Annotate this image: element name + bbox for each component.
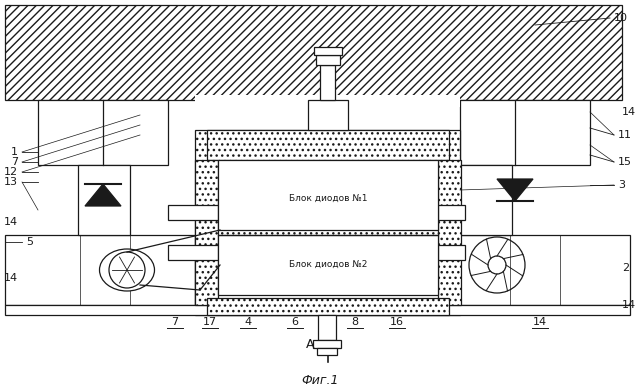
Text: 16: 16 <box>390 317 404 327</box>
Ellipse shape <box>99 249 154 291</box>
Bar <box>438 245 465 260</box>
Text: A: A <box>305 339 314 352</box>
Bar <box>460 165 512 235</box>
Bar <box>218 160 438 230</box>
Circle shape <box>469 237 525 293</box>
Text: 11: 11 <box>618 130 632 140</box>
Bar <box>316 55 340 65</box>
Bar <box>195 130 460 315</box>
Bar <box>218 235 438 295</box>
Bar <box>438 160 461 305</box>
Text: 1: 1 <box>11 147 18 157</box>
Text: 14: 14 <box>533 317 547 327</box>
Text: 7: 7 <box>172 317 179 327</box>
Bar <box>207 298 449 315</box>
Text: 4: 4 <box>244 317 252 327</box>
Text: 15: 15 <box>618 157 632 167</box>
Text: 3: 3 <box>618 180 625 190</box>
Text: Блок диодов №1: Блок диодов №1 <box>289 194 367 203</box>
Bar <box>5 305 630 315</box>
Bar <box>168 245 218 260</box>
Circle shape <box>109 252 145 288</box>
Bar <box>207 130 449 160</box>
Bar <box>317 348 337 355</box>
Bar <box>5 5 622 100</box>
Bar <box>320 65 335 100</box>
Bar <box>318 315 336 340</box>
Circle shape <box>488 256 506 274</box>
Bar <box>313 340 341 348</box>
Bar <box>195 160 218 305</box>
Text: 14: 14 <box>622 300 636 310</box>
Text: 12: 12 <box>4 167 18 177</box>
Bar <box>440 235 630 305</box>
Bar <box>195 95 460 107</box>
Text: 5: 5 <box>26 237 33 247</box>
Text: 14: 14 <box>4 273 18 283</box>
Text: 14: 14 <box>4 217 18 227</box>
Bar <box>78 165 130 235</box>
Text: 17: 17 <box>203 317 217 327</box>
Bar <box>5 235 195 305</box>
Text: 6: 6 <box>291 317 298 327</box>
Polygon shape <box>85 184 121 206</box>
Text: 10: 10 <box>614 13 628 23</box>
Text: 8: 8 <box>351 317 358 327</box>
Text: 2: 2 <box>622 263 629 273</box>
Bar <box>438 205 465 220</box>
Polygon shape <box>497 179 533 201</box>
Text: 7: 7 <box>11 157 18 167</box>
Text: 14: 14 <box>622 107 636 117</box>
Bar <box>308 100 348 130</box>
Text: Фиг.1: Фиг.1 <box>301 374 339 387</box>
Text: 13: 13 <box>4 177 18 187</box>
Bar <box>460 100 590 165</box>
Bar <box>38 100 168 165</box>
Bar <box>314 47 342 55</box>
Bar <box>168 205 218 220</box>
Text: Блок диодов №2: Блок диодов №2 <box>289 260 367 269</box>
